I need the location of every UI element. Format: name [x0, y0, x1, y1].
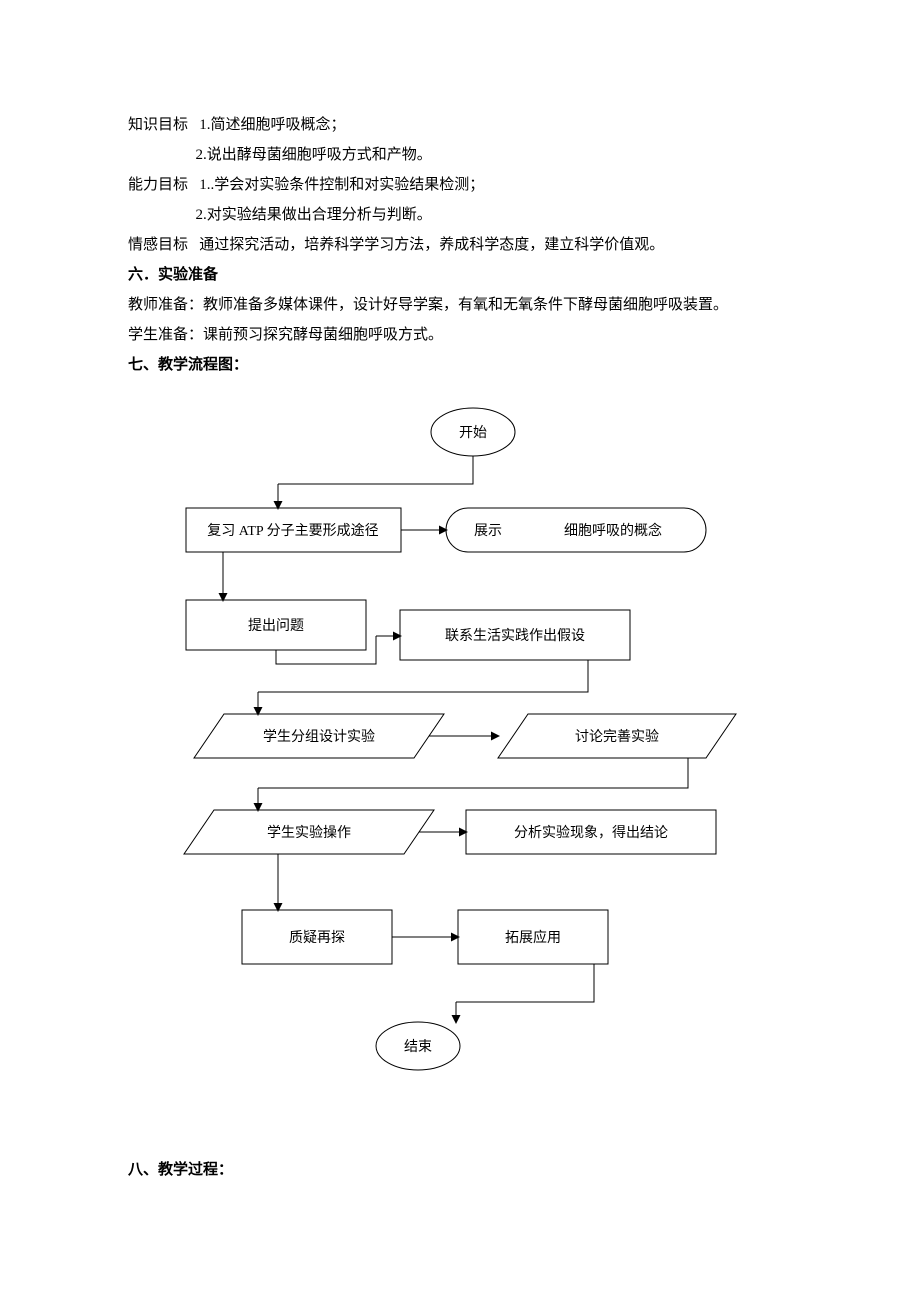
- label-show: 展示: [474, 524, 502, 539]
- line-ability-1: 能力目标 1..学会对实验条件控制和对实验结果检测；: [128, 170, 792, 200]
- label-operate: 学生实验操作: [267, 825, 351, 841]
- label-analyze: 分析实验现象，得出结论: [514, 824, 668, 841]
- label-end: 结束: [404, 1039, 432, 1055]
- line-student-prep: 学生准备：课前预习探究酵母菌细胞呼吸方式。: [128, 320, 792, 350]
- flowchart-svg: 开始 复习 ATP 分子主要形成途径 展示 细胞呼吸的概念 提出问题 联系生活实…: [128, 404, 788, 1084]
- flowchart: 开始 复习 ATP 分子主要形成途径 展示 细胞呼吸的概念 提出问题 联系生活实…: [128, 404, 792, 1095]
- label-question: 提出问题: [248, 618, 304, 634]
- text-knowledge-1: 1.简述细胞呼吸概念；: [199, 117, 345, 133]
- heading-eight: 八、教学过程：: [128, 1155, 792, 1185]
- label-hypothesis: 联系生活实践作出假设: [445, 628, 585, 644]
- label-rethink: 质疑再探: [289, 930, 345, 946]
- line-teacher-prep: 教师准备：教师准备多媒体课件，设计好导学案，有氧和无氧条件下酵母菌细胞呼吸装置。: [128, 290, 792, 320]
- label-review-atp: 复习 ATP 分子主要形成途径: [207, 522, 378, 539]
- heading-six: 六．实验准备: [128, 260, 792, 290]
- text-ability-1: 1..学会对实验条件控制和对实验结果检测；: [199, 177, 484, 193]
- text-emotion: 通过探究活动，培养科学学习方法，养成科学态度，建立科学价值观。: [199, 237, 664, 253]
- label-refine: 讨论完善实验: [575, 729, 659, 745]
- label-concept: 细胞呼吸的概念: [564, 522, 662, 539]
- label-ability: 能力目标: [128, 177, 188, 193]
- heading-seven: 七、教学流程图：: [128, 350, 792, 380]
- label-start: 开始: [459, 425, 487, 441]
- line-emotion: 情感目标 通过探究活动，培养科学学习方法，养成科学态度，建立科学价值观。: [128, 230, 792, 260]
- line-ability-2: 2.对实验结果做出合理分析与判断。: [128, 200, 792, 230]
- line-knowledge-1: 知识目标 1.简述细胞呼吸概念；: [128, 110, 792, 140]
- label-emotion: 情感目标: [128, 237, 188, 253]
- label-extend: 拓展应用: [505, 929, 561, 946]
- label-design: 学生分组设计实验: [263, 729, 375, 745]
- label-knowledge: 知识目标: [128, 117, 188, 133]
- line-knowledge-2: 2.说出酵母菌细胞呼吸方式和产物。: [128, 140, 792, 170]
